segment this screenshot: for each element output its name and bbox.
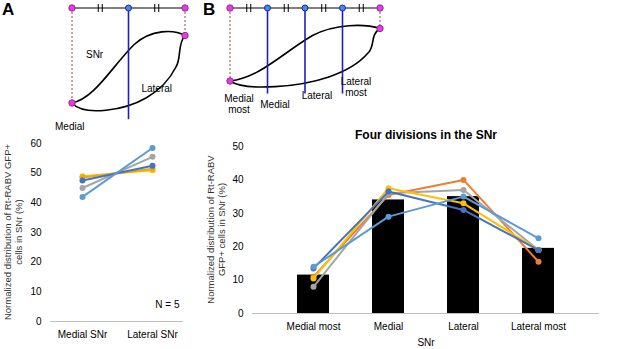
svg-text:Lateral SNr: Lateral SNr	[127, 329, 178, 340]
svg-text:N = 5: N = 5	[155, 299, 180, 310]
svg-text:30: 30	[30, 227, 42, 238]
svg-text:Lateral: Lateral	[302, 90, 333, 101]
svg-text:Medial: Medial	[260, 99, 289, 110]
svg-text:Medial SNr: Medial SNr	[58, 329, 108, 340]
svg-text:Medial: Medial	[55, 121, 84, 132]
svg-text:60: 60	[30, 138, 42, 149]
html-text:B: B	[203, 0, 216, 19]
svg-text:Lateral most: Lateral most	[511, 321, 566, 332]
svg-text:Lateral: Lateral	[448, 321, 479, 332]
svg-text:10: 10	[232, 274, 244, 285]
svg-text:20: 20	[232, 241, 244, 252]
svg-text:Lateral: Lateral	[141, 83, 172, 94]
svg-text:40: 40	[30, 197, 42, 208]
svg-text:Medial most: Medial most	[287, 321, 341, 332]
html-text:Normalized distribution of Rt-: Normalized distribution of Rt-RABV GFP+ …	[2, 144, 24, 320]
svg-text:Lateralmost: Lateralmost	[341, 76, 372, 98]
svg-text:40: 40	[232, 174, 244, 185]
svg-text:0: 0	[36, 316, 42, 327]
svg-text:20: 20	[30, 256, 42, 267]
svg-text:Four divisions in the SNr: Four divisions in the SNr	[355, 128, 497, 142]
svg-text:Medialmost: Medialmost	[224, 93, 253, 115]
svg-text:SNr: SNr	[86, 49, 104, 60]
svg-text:10: 10	[30, 286, 42, 297]
html-text:Normalized distribution of Rt-: Normalized distribution of Rt-RABV GFP+ …	[205, 155, 227, 304]
svg-text:SNr: SNr	[417, 337, 435, 348]
svg-text:0: 0	[238, 308, 244, 319]
svg-text:50: 50	[232, 141, 244, 152]
svg-text:30: 30	[232, 208, 244, 219]
svg-text:Medial: Medial	[374, 321, 403, 332]
html-text:A: A	[2, 0, 15, 19]
svg-text:50: 50	[30, 167, 42, 178]
